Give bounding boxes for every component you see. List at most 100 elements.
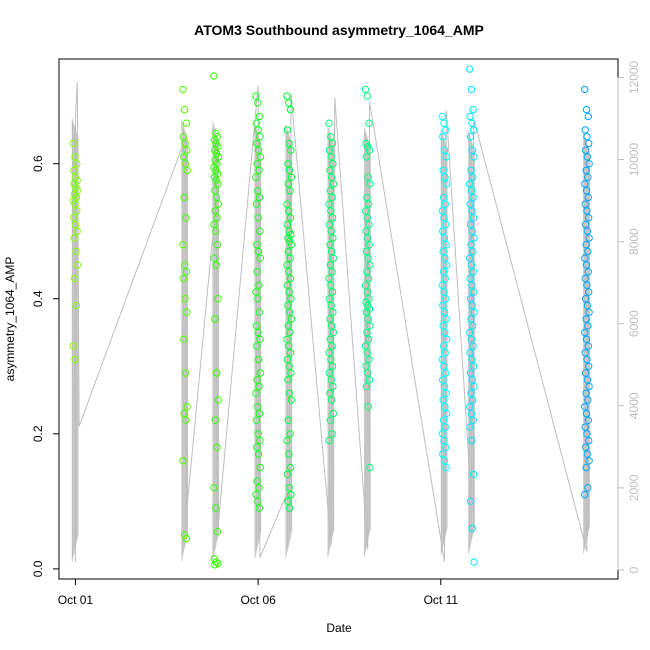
data-point bbox=[211, 416, 219, 424]
data-point bbox=[365, 376, 374, 384]
data-point bbox=[470, 153, 478, 161]
data-point bbox=[585, 160, 593, 168]
data-point bbox=[581, 349, 589, 357]
data-point bbox=[327, 376, 335, 384]
data-point bbox=[581, 443, 590, 451]
data-point bbox=[253, 477, 261, 485]
data-point bbox=[438, 281, 446, 289]
data-point bbox=[466, 200, 474, 208]
data-point bbox=[467, 409, 476, 418]
data-point bbox=[442, 241, 450, 249]
data-point bbox=[254, 403, 262, 411]
y2-tick-label: 10000 bbox=[627, 143, 641, 177]
data-point bbox=[214, 180, 222, 188]
data-point bbox=[180, 261, 189, 269]
data-point bbox=[214, 200, 223, 208]
data-point bbox=[69, 139, 77, 148]
data-point bbox=[439, 166, 447, 175]
data-point bbox=[73, 261, 82, 269]
data-point bbox=[363, 349, 371, 357]
data-point bbox=[439, 133, 447, 141]
data-point bbox=[364, 403, 372, 411]
data-point bbox=[366, 463, 374, 472]
data-point bbox=[180, 105, 189, 114]
data-point bbox=[441, 173, 449, 181]
data-point bbox=[211, 561, 219, 569]
data-point bbox=[326, 335, 334, 343]
data-point bbox=[364, 274, 373, 283]
data-point bbox=[283, 220, 292, 229]
data-point bbox=[584, 193, 592, 202]
data-point bbox=[180, 153, 188, 161]
data-point bbox=[362, 362, 370, 370]
data-point bbox=[582, 261, 591, 269]
plot-frame bbox=[58, 58, 619, 580]
data-point bbox=[72, 301, 81, 310]
data-point bbox=[286, 349, 295, 357]
data-point bbox=[211, 187, 219, 195]
data-point bbox=[284, 497, 292, 505]
data-point bbox=[468, 119, 476, 127]
data-point bbox=[468, 207, 476, 215]
data-point bbox=[254, 99, 262, 107]
data-point bbox=[442, 463, 450, 472]
data-point bbox=[326, 187, 334, 195]
data-point bbox=[179, 457, 187, 465]
data-point bbox=[327, 396, 336, 404]
data-point bbox=[469, 322, 477, 330]
data-point bbox=[442, 315, 450, 323]
data-point bbox=[179, 274, 188, 283]
data-point bbox=[583, 355, 591, 364]
data-point bbox=[365, 146, 374, 154]
data-point bbox=[468, 146, 476, 154]
data-point bbox=[252, 173, 260, 181]
data-point bbox=[361, 85, 370, 94]
data-point bbox=[584, 484, 592, 492]
data-point bbox=[583, 301, 592, 310]
data-point bbox=[466, 254, 474, 262]
data-point bbox=[363, 328, 371, 337]
data-point bbox=[183, 146, 191, 154]
data-point bbox=[255, 193, 264, 202]
data-point bbox=[470, 308, 478, 316]
data-point bbox=[253, 241, 261, 249]
data-point bbox=[70, 166, 78, 175]
data-point bbox=[440, 436, 448, 445]
data-point bbox=[325, 436, 333, 445]
data-point bbox=[254, 247, 263, 256]
data-point bbox=[468, 524, 476, 533]
data-point bbox=[252, 490, 260, 499]
data-point bbox=[470, 558, 478, 566]
data-point bbox=[363, 214, 371, 222]
data-point bbox=[438, 430, 446, 438]
data-point bbox=[439, 227, 447, 235]
data-point bbox=[212, 166, 220, 175]
data-point bbox=[583, 153, 592, 161]
data-point bbox=[326, 315, 334, 323]
data-point bbox=[467, 335, 476, 343]
data-point bbox=[466, 180, 474, 188]
data-point bbox=[469, 214, 478, 222]
data-point bbox=[466, 274, 474, 283]
data-point bbox=[285, 227, 293, 235]
data-point bbox=[284, 160, 292, 168]
data-point bbox=[210, 220, 218, 229]
data-point bbox=[441, 274, 449, 283]
data-point bbox=[466, 423, 474, 431]
data-point bbox=[366, 180, 374, 188]
data-point bbox=[581, 369, 590, 377]
data-point bbox=[328, 193, 336, 202]
y2-tick-label: 0 bbox=[627, 566, 641, 573]
data-point bbox=[582, 335, 591, 343]
data-point bbox=[329, 409, 338, 418]
data-point bbox=[283, 436, 291, 445]
data-point bbox=[365, 355, 373, 364]
data-point bbox=[325, 200, 333, 208]
data-point bbox=[584, 416, 592, 424]
data-point bbox=[283, 470, 292, 478]
data-point bbox=[283, 200, 291, 208]
data-point bbox=[583, 376, 592, 384]
data-point bbox=[361, 281, 370, 289]
data-point bbox=[183, 403, 191, 411]
